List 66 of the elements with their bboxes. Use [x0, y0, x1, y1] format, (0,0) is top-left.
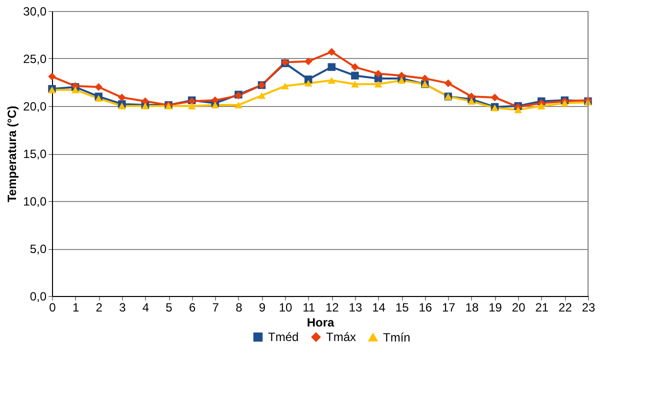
point [94, 83, 102, 91]
y-tick-label: 0,0 [30, 290, 47, 304]
x-tick-label: 7 [212, 300, 220, 314]
point [351, 72, 359, 80]
y-tick-label: 5,0 [30, 242, 47, 256]
x-tick-label: 5 [166, 300, 173, 314]
point [71, 86, 80, 94]
point [234, 102, 242, 108]
point [211, 102, 220, 108]
point [374, 80, 382, 88]
x-tick-label: 2 [96, 300, 103, 314]
x-tick-label: 1 [72, 300, 80, 314]
point [188, 102, 196, 110]
x-tick-label: 14 [372, 300, 386, 314]
point [118, 94, 126, 102]
x-tick-label: 4 [142, 300, 150, 314]
y-tick-label: 15,0 [23, 147, 47, 161]
point [281, 82, 289, 90]
x-tick-label: 13 [348, 300, 362, 314]
x-tick-label: 12 [325, 300, 340, 314]
x-tick-label: 22 [558, 300, 572, 314]
legend-label: Tméd [268, 330, 299, 344]
x-tick-label: 6 [188, 300, 196, 314]
point [211, 96, 220, 104]
x-tick-label: 15 [395, 300, 410, 314]
point [351, 63, 359, 71]
point [490, 94, 499, 102]
point [420, 74, 429, 82]
x-axis-title: Hora [306, 316, 334, 330]
point [304, 80, 312, 87]
legend-label: Tmín [383, 330, 410, 344]
point [468, 98, 476, 105]
x-tick-label: 8 [236, 300, 243, 314]
point [374, 70, 382, 78]
x-tick-label: 0 [49, 300, 56, 314]
point [444, 79, 452, 88]
x-tick-label: 11 [302, 300, 316, 314]
x-tick-label: 18 [465, 300, 479, 314]
y-tick-label: 10,0 [23, 194, 47, 208]
x-tick-label: 16 [418, 300, 432, 314]
x-tick-label: 20 [512, 300, 526, 314]
point [328, 76, 336, 84]
point [258, 92, 266, 99]
point [328, 48, 336, 56]
x-tick-label: 3 [119, 300, 126, 314]
point [48, 72, 56, 80]
point [94, 95, 102, 102]
y-tick-label: 30,0 [23, 4, 47, 18]
x-tick-label: 23 [582, 300, 596, 314]
point [304, 57, 312, 66]
point [538, 102, 546, 110]
point [351, 80, 359, 88]
x-tick-label: 21 [535, 300, 549, 314]
y-tick-label: 25,0 [23, 52, 47, 66]
x-tick-label: 19 [488, 300, 502, 314]
y-axis-title: Temperatura (°C) [5, 106, 20, 202]
point [560, 100, 569, 107]
point [398, 72, 406, 80]
y-tick-label: 20,0 [23, 100, 47, 114]
legend-label: Tmáx [326, 330, 356, 344]
x-tick-label: 17 [442, 300, 456, 314]
x-tick-label: 10 [278, 300, 293, 314]
point [328, 63, 336, 71]
point [118, 102, 126, 110]
x-tick-label: 9 [258, 300, 266, 314]
point [514, 106, 522, 114]
